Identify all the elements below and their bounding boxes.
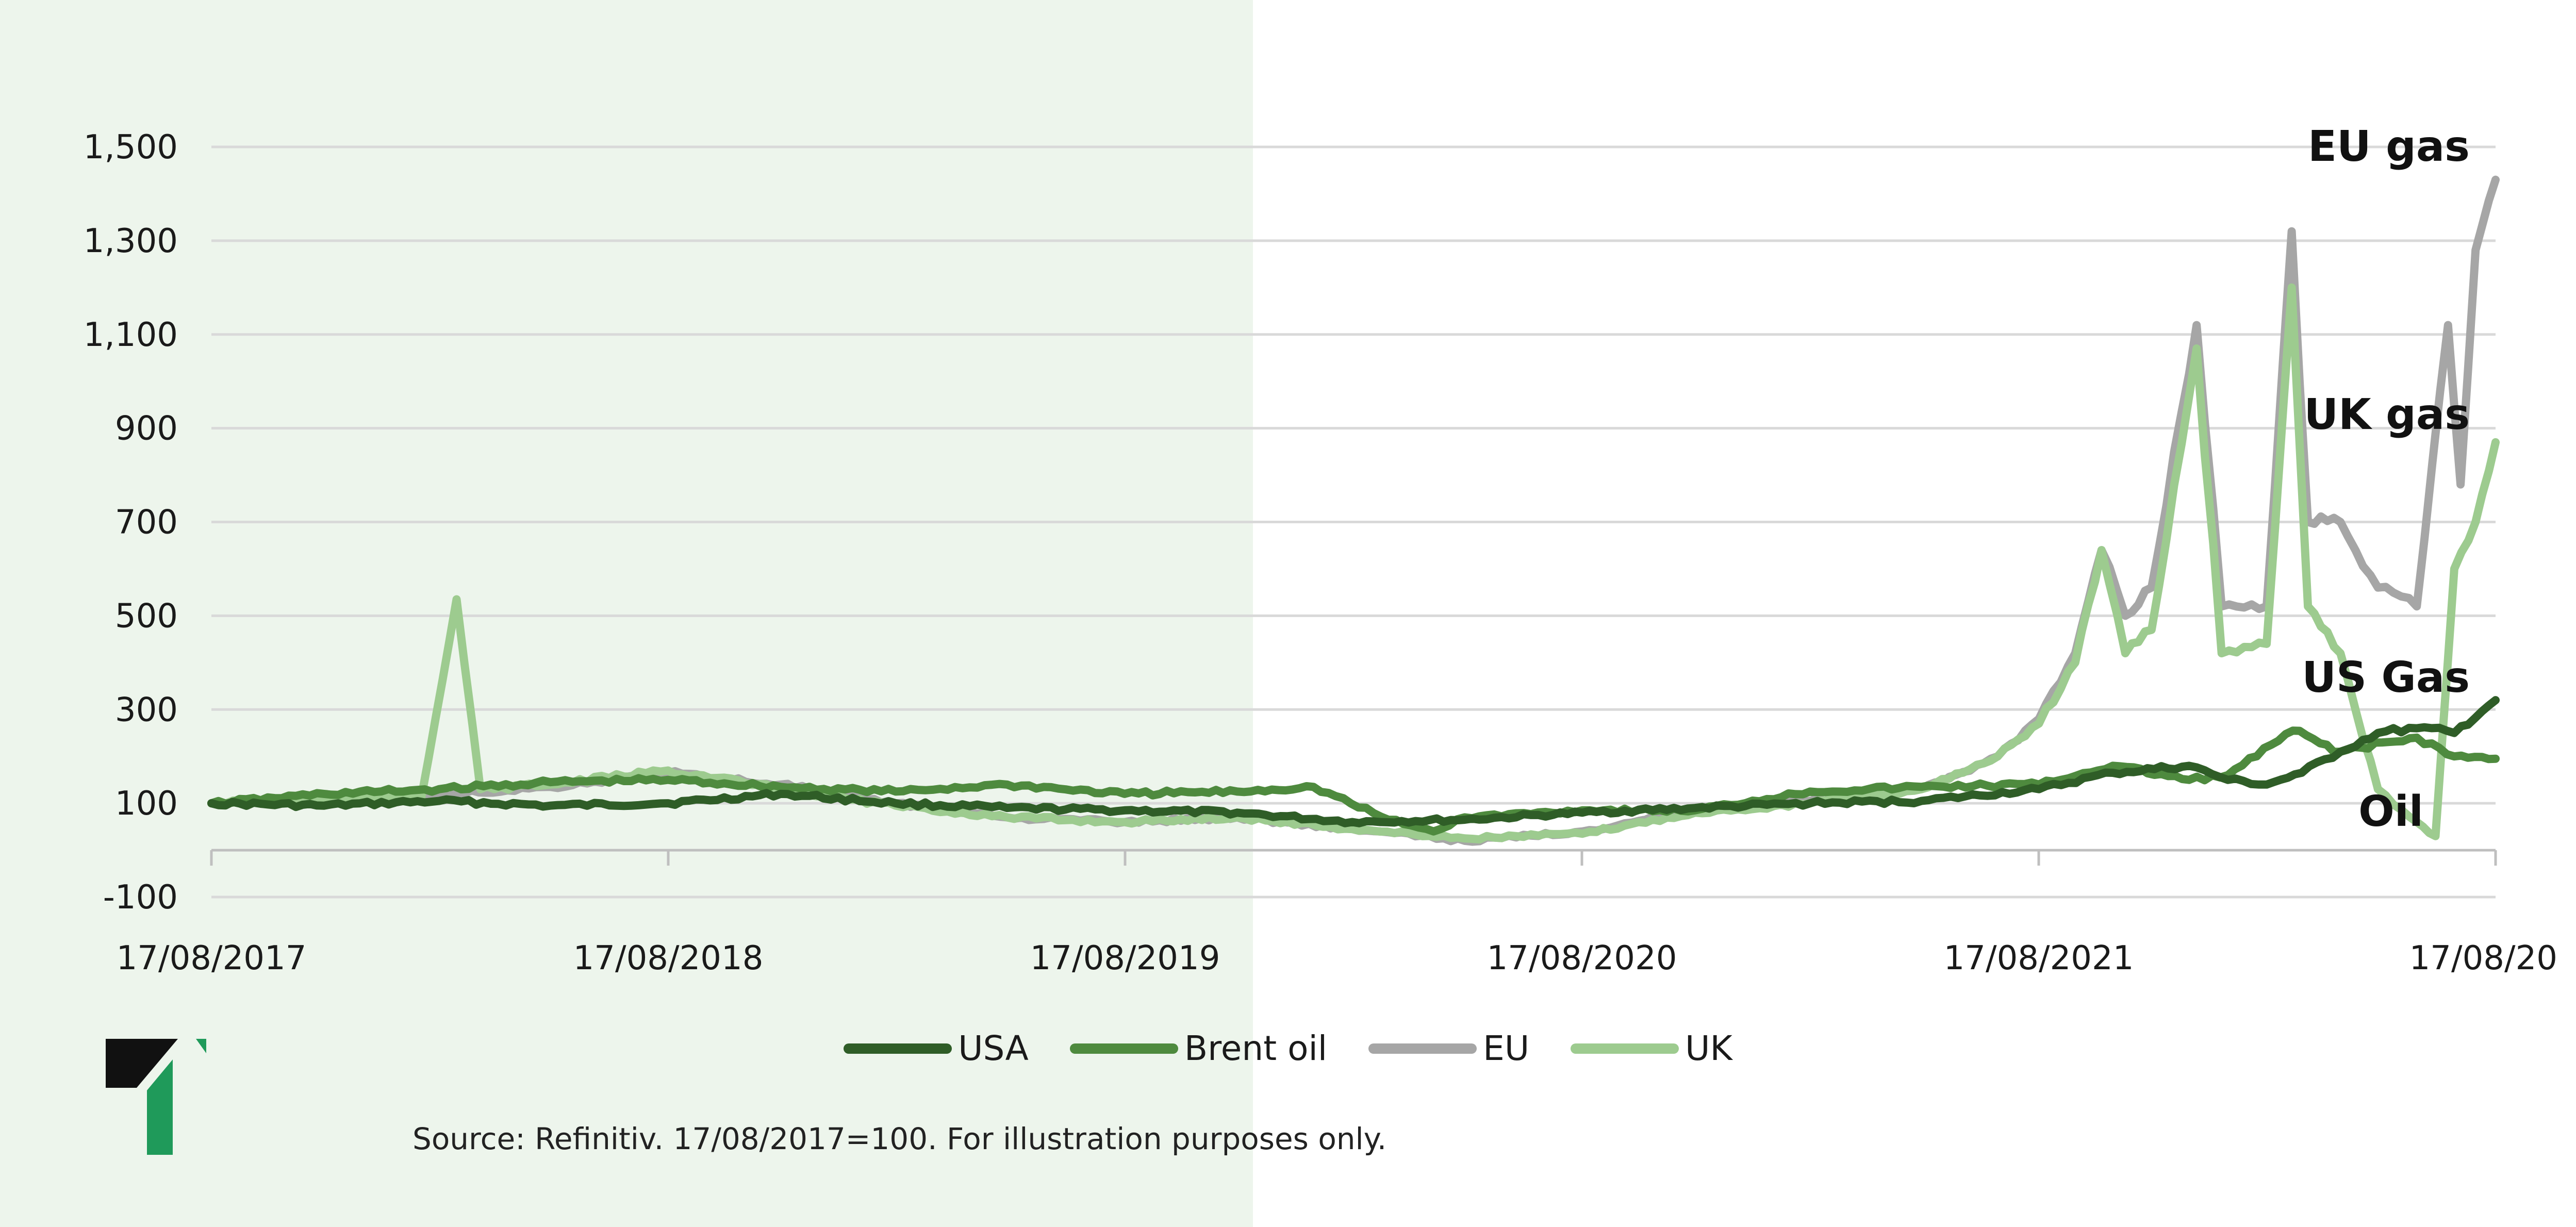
legend-label-usa: USA: [958, 1029, 1029, 1068]
highlight-panel: [0, 0, 1253, 1227]
y-tick-label: -100: [103, 878, 178, 917]
x-axis: [210, 849, 2497, 866]
legend-swatch-usa: [844, 1043, 952, 1054]
annotations: EU gas UK gas US Gas Oil: [2302, 122, 2470, 836]
legend-item-uk: UK: [1571, 1029, 1732, 1068]
legend-label-eu: EU: [1483, 1029, 1530, 1068]
y-tick-label: 100: [115, 785, 178, 823]
legend-swatch-uk: [1571, 1043, 1679, 1054]
x-tick-label: 17/08/2018: [573, 939, 764, 977]
legend-swatch-brent-oil: [1069, 1043, 1178, 1054]
y-tick-label: 300: [115, 691, 178, 729]
legend: USA Brent oil EU UK: [0, 1029, 2576, 1068]
legend-label-uk: UK: [1685, 1029, 1732, 1068]
line-chart: -100 100 300 500 700 900 1,100 1,300 1,500 17/08…: [84, 122, 2557, 977]
annotation-us-gas: US Gas: [2302, 653, 2470, 702]
y-tick-label: 1,500: [84, 128, 178, 167]
company-logo: [106, 1039, 206, 1155]
x-tick-label: 17/08/20: [2409, 939, 2557, 977]
series-line-usa: [207, 696, 2500, 827]
x-tick-label: 17/08/2020: [1487, 939, 1677, 977]
x-tick-label: 17/08/2021: [1944, 939, 2134, 977]
y-tick-label: 700: [115, 504, 178, 542]
x-tick-label: 17/08/2019: [1030, 939, 1220, 977]
annotation-oil: Oil: [2358, 787, 2423, 836]
legend-item-brent-oil: Brent oil: [1069, 1029, 1328, 1068]
source-note: Source: Refinitiv. 17/08/2017=100. For i…: [412, 1121, 1387, 1156]
y-tick-label: 1,100: [84, 316, 178, 354]
legend-swatch-eu: [1368, 1043, 1477, 1054]
y-tick-label: 500: [115, 597, 178, 635]
series-lines: [207, 175, 2500, 846]
x-axis-labels: 17/08/2017 17/08/2018 17/08/2019 17/08/2020…: [117, 939, 2557, 977]
legend-item-usa: USA: [844, 1029, 1029, 1068]
y-axis-labels: -100 100 300 500 700 900 1,100 1,300 1,500: [84, 128, 178, 917]
y-tick-label: 900: [115, 410, 178, 448]
annotation-uk-gas: UK gas: [2304, 390, 2470, 439]
x-tick-label: 17/08/2017: [117, 939, 307, 977]
legend-label-brent-oil: Brent oil: [1184, 1029, 1328, 1068]
y-tick-label: 1,300: [84, 222, 178, 260]
series-line-eu: [207, 175, 2500, 846]
legend-item-eu: EU: [1368, 1029, 1529, 1068]
series-line-brent-oil: [207, 726, 2500, 836]
annotation-eu-gas: EU gas: [2308, 122, 2470, 171]
